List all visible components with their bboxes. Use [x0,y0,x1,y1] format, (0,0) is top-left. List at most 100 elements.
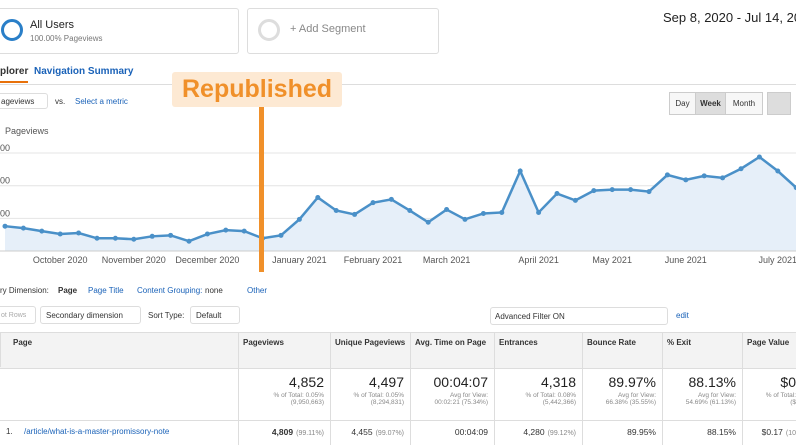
totals-value: $0 [780,374,796,390]
totals-note: 54.69% (61.13%) [685,399,736,406]
area [5,156,796,251]
dimension-option[interactable]: Other [247,286,268,295]
point [628,187,634,193]
vs-label: vs. [55,97,66,106]
x-tick-label: January 2021 [272,255,327,265]
column-header: % Exit [662,332,742,367]
totals-cell: 4,318 % of Total: 0.08% (5,442,366) [494,367,582,420]
segment-box[interactable]: All Users 100.00% Pageviews [0,8,239,54]
point [39,228,45,234]
totals-note: (5,442,366) [542,399,576,406]
tab[interactable]: Navigation Summary [34,66,134,77]
totals-note: (9,950,663) [290,399,324,406]
point [149,233,155,239]
point [536,209,542,215]
secondary-dimension[interactable]: Secondary dimension [40,306,141,324]
x-tick-label: March 2021 [423,255,471,265]
point [186,238,192,244]
point [57,231,63,237]
point [756,154,762,160]
totals-note: % of Total: 0.08% [525,392,576,399]
point [683,177,689,183]
point [112,235,118,241]
date-range[interactable]: Sep 8, 2020 - Jul 14, 2021 [663,10,796,25]
segment-icon [1,19,23,41]
point [775,168,781,174]
y-tick-label: 00 [0,176,10,186]
filter-input[interactable]: Advanced Filter ON [490,307,668,325]
x-tick-label: May 2021 [592,255,632,265]
totals-note: Avg for View: [617,392,656,399]
sort-select[interactable]: Default [190,306,240,324]
point [646,189,652,195]
cell-value: 4,455 [351,427,373,437]
cell-value: 88.15% [707,427,736,437]
point [407,208,413,214]
dimension-option[interactable]: Content Grouping: [137,286,203,295]
totals-note: % of Total: [765,392,796,399]
annotation-line [259,107,264,272]
dimension-label: ry Dimension: [0,286,49,295]
legend-label: Pageviews [5,126,49,136]
point [591,188,597,194]
chart-type-button[interactable] [767,92,791,115]
point [701,173,707,179]
y-tick-label: 00 [0,143,10,153]
point [609,187,615,193]
point [352,211,358,217]
x-tick-label: July 2021 [759,255,796,265]
point [168,232,174,238]
week-button[interactable]: Week [695,92,726,115]
dimension-option[interactable]: Page Title [88,286,124,295]
totals-value: 88.13% [688,374,736,390]
add-segment-text: + Add Segment [290,23,366,35]
totals-note: 00:02:21 (75.34%) [434,399,488,406]
point [94,235,100,241]
column-header: Entrances [494,332,582,367]
x-tick-label: December 2020 [175,255,239,265]
column-header: Bounce Rate [582,332,662,367]
tab[interactable]: plorer [0,66,29,83]
point [20,225,26,231]
totals-note: (8,294,831) [370,399,404,406]
table-header [0,332,796,369]
totals-value: 89.97% [608,374,656,390]
totals-cell: 89.97% Avg for View: 66.38% (35.55%) [582,367,662,420]
point [296,216,302,222]
x-tick-label: June 2021 [665,255,707,265]
totals-value: 4,852 [288,374,324,390]
cell-note: (10 [785,430,796,437]
row-cell: 4,280 (99.12%) [494,420,582,445]
sort-label: Sort Type: [148,311,185,320]
edit-link[interactable]: edit [676,311,689,320]
point [444,207,450,213]
point [204,231,210,237]
plot-rows[interactable]: ot Rows [0,306,36,324]
y-tick-label: 00 [0,208,10,218]
column-header: Page [0,332,238,367]
dimension-option[interactable]: Page [58,286,78,295]
totals-value: 00:04:07 [433,374,489,390]
column-header: Avg. Time on Page [410,332,494,367]
cell-value: 4,280 [523,427,545,437]
totals-note: 66.38% (35.55%) [605,399,656,406]
cell-note: (99.11%) [296,430,324,437]
month-button[interactable]: Month [725,92,763,115]
select-metric[interactable]: Select a metric [75,97,128,106]
series-line [4,155,796,243]
totals-cell: 4,497 % of Total: 0.05% (8,294,831) [330,367,410,420]
totals-value: 4,497 [368,374,404,390]
cell-value: 89.95% [627,427,656,437]
cell-note: (99.07%) [375,430,404,437]
point [315,194,321,200]
metric-select[interactable]: ageviews [0,93,48,109]
point [462,216,468,222]
dimension-value[interactable]: none [205,286,223,295]
totals-value: 4,318 [540,374,576,390]
day-button[interactable]: Day [669,92,696,115]
add-segment[interactable]: + Add Segment [247,8,439,54]
point [499,209,505,215]
totals-note: Avg for View: [697,392,736,399]
totals-cell: 4,852 % of Total: 0.05% (9,950,663) [238,367,330,420]
